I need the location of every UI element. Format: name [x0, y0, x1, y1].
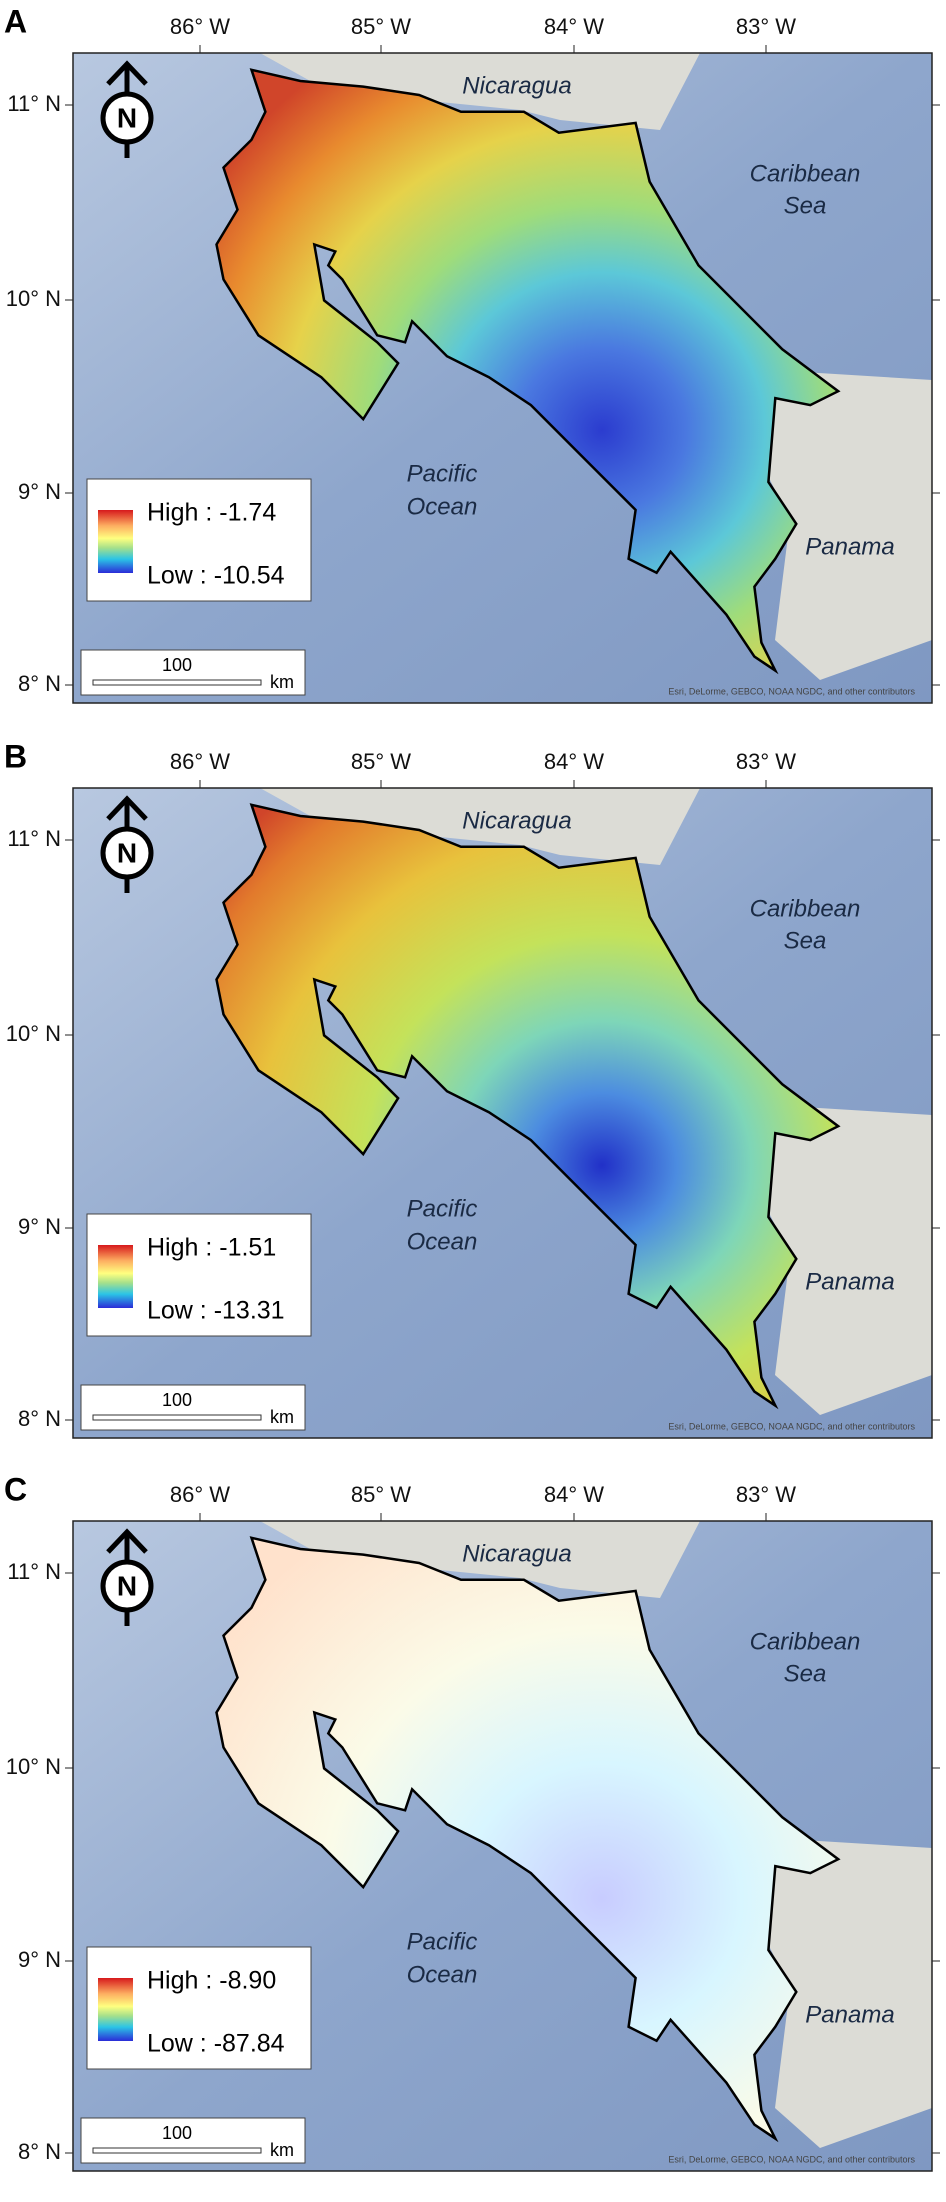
longitude-label: 84° W [544, 14, 604, 39]
panama-land [770, 370, 932, 680]
scale-unit: km [270, 1407, 294, 1427]
scale-box [80, 649, 306, 696]
map-panel: A 86° W 85° W 84° W 83° W 11° N 10° N 9° N 8° N N… [4, 3, 940, 704]
place-label: Sea [784, 1660, 827, 1687]
north-arrow-ring [100, 91, 154, 145]
scale-box [80, 1384, 306, 1431]
costa-rica [215, 803, 841, 1410]
place-label: Sea [784, 927, 827, 954]
map-frame [72, 1520, 933, 2172]
legend-low: Low : -13.31 [147, 1297, 285, 1325]
scale-unit: km [270, 672, 294, 692]
latitude-label: 9° N [18, 1947, 61, 1972]
latitude-label: 8° N [18, 671, 61, 696]
place-label: Caribbean [750, 160, 861, 187]
costa-rica [215, 68, 841, 675]
place-label: Ocean [407, 1228, 478, 1255]
scale-bar [92, 2147, 262, 2154]
scale-distance: 100 [162, 655, 192, 675]
place-label: Nicaragua [462, 807, 571, 834]
place-label: Panama [805, 2001, 894, 2028]
attribution: Esri, DeLorme, GEBCO, NOAA NGDC, and oth… [668, 686, 915, 696]
scale-box [80, 2117, 306, 2164]
longitude-label: 83° W [736, 749, 796, 774]
legend-ramp [98, 510, 133, 573]
longitude-label: 84° W [544, 1482, 604, 1507]
north-label: N [117, 102, 137, 133]
north-label: N [117, 1570, 137, 1601]
legend-low: Low : -87.84 [147, 2030, 285, 2058]
place-label: Pacific [407, 460, 478, 487]
place-label: Caribbean [750, 1628, 861, 1655]
longitude-label: 83° W [736, 14, 796, 39]
map-frame [72, 52, 933, 704]
north-label: N [117, 837, 137, 868]
panama-land [770, 1838, 932, 2148]
place-label: Nicaragua [462, 1540, 571, 1567]
legend-high: High : -1.74 [147, 499, 276, 527]
panel-label: A [4, 3, 27, 39]
longitude-label: 84° W [544, 749, 604, 774]
map-frame [72, 787, 933, 1439]
north-arrow-ring [100, 826, 154, 880]
north-arrow-ring [100, 1559, 154, 1613]
place-label: Sea [784, 192, 827, 219]
legend-ramp [98, 1978, 133, 2041]
place-label: Panama [805, 533, 894, 560]
longitude-label: 85° W [351, 14, 411, 39]
map-body [73, 1521, 932, 2171]
latitude-label: 10° N [6, 286, 61, 311]
legend-high: High : -1.51 [147, 1234, 276, 1262]
latitude-label: 9° N [18, 479, 61, 504]
latitude-label: 9° N [18, 1214, 61, 1239]
legend-ramp [98, 1245, 133, 1308]
latitude-label: 11° N [7, 1559, 61, 1584]
latitude-label: 8° N [18, 2139, 61, 2164]
scale-bar [92, 679, 262, 686]
latitude-label: 10° N [6, 1021, 61, 1046]
place-label: Ocean [407, 1961, 478, 1988]
north-arrow-head [106, 1528, 148, 1554]
legend-low: Low : -10.54 [147, 562, 285, 590]
map-panel: C 86° W 85° W 84° W 83° W 11° N 10° N 9° N 8° N N… [4, 1471, 940, 2172]
map-body [73, 53, 932, 703]
scale-distance: 100 [162, 1390, 192, 1410]
longitude-label: 86° W [170, 749, 230, 774]
place-label: Pacific [407, 1928, 478, 1955]
scale-distance: 100 [162, 2123, 192, 2143]
latitude-label: 10° N [6, 1754, 61, 1779]
scale-bar [92, 1414, 262, 1421]
attribution: Esri, DeLorme, GEBCO, NOAA NGDC, and oth… [668, 1421, 915, 1431]
latitude-label: 11° N [7, 826, 61, 851]
panel-label: C [4, 1471, 27, 1507]
place-label: Pacific [407, 1195, 478, 1222]
scale-unit: km [270, 2140, 294, 2160]
map-body [73, 788, 932, 1438]
map-panel: B 86° W 85° W 84° W 83° W 11° N 10° N 9° N 8° N N… [4, 738, 940, 1439]
longitude-label: 85° W [351, 1482, 411, 1507]
place-label: Nicaragua [462, 72, 571, 99]
latitude-label: 11° N [7, 91, 61, 116]
north-arrow-head [106, 795, 148, 821]
longitude-label: 83° W [736, 1482, 796, 1507]
place-label: Ocean [407, 493, 478, 520]
longitude-label: 86° W [170, 14, 230, 39]
panel-label: B [4, 738, 27, 774]
longitude-label: 86° W [170, 1482, 230, 1507]
panama-land [770, 1105, 932, 1415]
place-label: Panama [805, 1268, 894, 1295]
place-label: Caribbean [750, 895, 861, 922]
costa-rica [215, 1536, 841, 2143]
attribution: Esri, DeLorme, GEBCO, NOAA NGDC, and oth… [668, 2154, 915, 2164]
north-arrow-head [106, 60, 148, 86]
nicaragua-land [260, 788, 700, 865]
longitude-label: 85° W [351, 749, 411, 774]
nicaragua-land [260, 53, 700, 130]
legend-high: High : -8.90 [147, 1967, 276, 1995]
latitude-label: 8° N [18, 1406, 61, 1431]
nicaragua-land [260, 1521, 700, 1598]
